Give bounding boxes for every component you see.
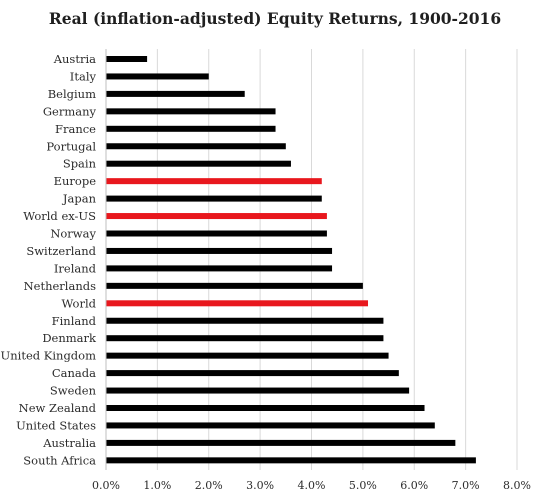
bar [106,300,369,307]
category-label: Finland [52,314,97,328]
category-label: Switzerland [26,244,96,258]
x-tick-label: 4.0% [298,479,326,492]
bar [106,282,363,289]
category-label: New Zealand [19,401,97,415]
category-label: United Kingdom [1,349,97,363]
category-label: South Africa [23,453,96,467]
bar [106,178,322,185]
bar [106,387,410,394]
bar [106,160,291,167]
category-label: Australia [42,436,96,450]
x-tick-label: 5.0% [349,479,377,492]
x-tick-label: 3.0% [246,479,274,492]
category-label: World ex-US [23,209,96,223]
bar [106,370,399,377]
category-label: Spain [63,157,97,171]
bar [106,335,384,342]
bar [106,457,476,464]
x-tick-label: 8.0% [503,479,531,492]
bar [106,73,209,80]
bar [106,422,435,429]
x-tick-label: 6.0% [400,479,428,492]
category-label: Germany [43,104,97,118]
bar [106,143,286,150]
bar [106,317,384,324]
category-label: Netherlands [24,279,97,293]
category-label: France [55,122,96,136]
category-label: Belgium [48,87,96,101]
bar [106,405,425,411]
category-label: Austria [53,52,96,66]
bar [106,125,276,132]
bar [106,108,276,115]
x-tick-label: 2.0% [195,479,223,492]
bar [106,213,327,220]
bar [106,56,148,62]
chart-title: Real (inflation-adjusted) Equity Returns… [48,9,502,28]
bar [106,247,333,254]
category-label: Denmark [42,331,97,345]
category-label: World [62,296,97,310]
category-label: Europe [54,174,97,188]
bar [106,195,322,202]
category-label: Portugal [46,139,96,153]
category-label: Canada [52,366,96,380]
category-label: Japan [62,192,97,206]
x-tick-label: 7.0% [452,479,480,492]
bar [106,230,327,237]
bar [106,90,245,97]
category-label: Italy [70,69,97,83]
category-label: Sweden [50,384,97,398]
bar [106,265,333,272]
x-tick-label: 0.0% [92,479,120,492]
category-label: Ireland [54,261,97,275]
category-label: Norway [50,227,96,241]
bar [106,439,456,446]
bar [106,352,389,359]
category-label: United States [16,418,96,432]
x-tick-label: 1.0% [143,479,171,492]
